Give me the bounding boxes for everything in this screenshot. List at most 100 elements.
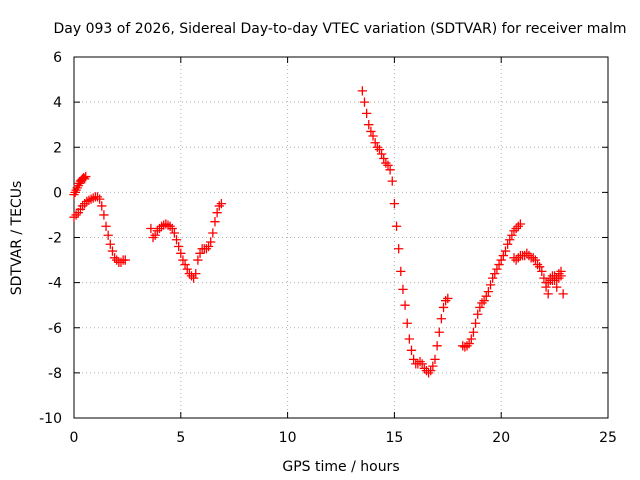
data-point (107, 246, 118, 256)
data-point (208, 228, 218, 238)
data-point (216, 199, 227, 209)
y-tick-label: -2 (48, 231, 62, 247)
y-axis-label: SDTVAR / TECUs (9, 181, 25, 296)
data-point (428, 361, 438, 371)
data-point (515, 219, 526, 229)
data-point (400, 300, 410, 310)
data-point (389, 199, 400, 209)
data-point (182, 264, 192, 274)
data-point (468, 327, 479, 337)
data-point (99, 210, 109, 220)
data-point (498, 250, 508, 261)
data-point (556, 266, 566, 276)
data-point (206, 237, 216, 247)
data-point (488, 273, 498, 283)
data-point (490, 268, 500, 279)
data-point (507, 230, 517, 240)
y-tick-label: 4 (53, 95, 62, 111)
data-point (120, 255, 130, 265)
plot-frame (73, 56, 609, 419)
data-point (176, 248, 186, 258)
data-point (443, 293, 453, 304)
y-tick-label: -10 (39, 411, 62, 427)
data-point (492, 264, 502, 274)
data-point (212, 208, 222, 218)
data-point (541, 282, 551, 292)
y-tick-label: 2 (53, 140, 62, 156)
data-point (496, 255, 506, 265)
tick-labels: 0 5 10 15 20 25 -10 -8 -6 -4 -2 0 2 4 6 (39, 50, 617, 446)
data-point (483, 287, 494, 297)
y-tick-label: 6 (53, 50, 62, 66)
data-point (180, 259, 190, 270)
data-point (357, 86, 368, 96)
data-point (396, 266, 406, 276)
y-tick-label: 0 (53, 185, 62, 201)
data-point (178, 255, 188, 265)
data-point (500, 246, 511, 256)
data-point (552, 282, 562, 292)
data-point (387, 176, 397, 186)
data-point (368, 131, 378, 141)
data-points (69, 86, 568, 378)
data-point (438, 302, 449, 313)
data-point (430, 354, 440, 364)
data-point (481, 291, 491, 301)
data-point (376, 149, 387, 159)
data-point (485, 280, 496, 290)
data-point (359, 97, 370, 107)
data-point (402, 318, 412, 328)
data-point (169, 228, 180, 238)
data-point (502, 239, 513, 249)
data-point (103, 230, 113, 240)
data-point (81, 171, 91, 182)
data-point (436, 314, 447, 324)
data-point (174, 241, 184, 252)
y-tick-label: -6 (48, 321, 62, 337)
data-point (94, 194, 105, 204)
x-tick-label: 15 (385, 430, 403, 446)
data-point (432, 341, 442, 351)
data-point (558, 289, 568, 299)
x-tick-label: 0 (70, 430, 79, 446)
data-point (537, 266, 547, 276)
x-tick-label: 25 (599, 430, 617, 446)
y-tick-label: -4 (48, 276, 62, 292)
data-point (394, 244, 404, 254)
data-point (434, 327, 444, 337)
data-point (391, 221, 402, 231)
data-point (101, 221, 111, 231)
data-point (361, 108, 372, 119)
data-point (398, 284, 408, 295)
data-point (475, 302, 485, 313)
data-point (210, 217, 220, 227)
data-point (406, 345, 417, 355)
x-tick-label: 10 (279, 430, 297, 446)
y-tick-label: -8 (48, 366, 62, 382)
data-point (473, 309, 483, 319)
chart-title: Day 093 of 2026, Sidereal Day-to-day VTE… (54, 21, 627, 37)
data-point (146, 223, 156, 234)
data-point (193, 255, 203, 265)
data-point (385, 165, 395, 175)
data-point (105, 239, 115, 249)
data-point (470, 318, 481, 328)
data-point (191, 268, 201, 279)
data-point (171, 235, 182, 245)
data-point (195, 248, 205, 258)
x-axis-label: GPS time / hours (282, 459, 399, 475)
grid-lines (74, 57, 608, 418)
data-point (466, 334, 476, 344)
data-point (543, 289, 553, 299)
data-point (370, 138, 380, 148)
data-point (404, 334, 415, 344)
x-tick-label: 5 (176, 430, 185, 446)
data-point (379, 153, 389, 164)
data-point (97, 201, 107, 211)
x-tick-label: 20 (492, 430, 510, 446)
data-point (494, 259, 504, 270)
data-point (505, 235, 515, 245)
data-point (364, 120, 374, 130)
data-point (366, 126, 376, 137)
